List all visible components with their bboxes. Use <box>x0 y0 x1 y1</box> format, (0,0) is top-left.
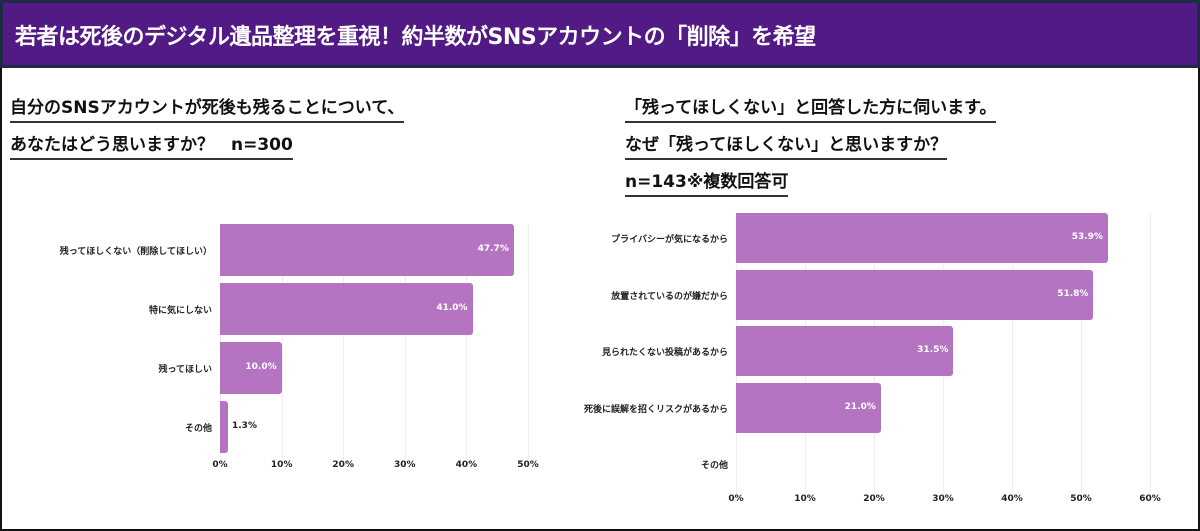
category-label: 見られたくない投稿があるから <box>601 348 728 358</box>
x-tick-label: 60% <box>1139 494 1161 504</box>
bar <box>736 213 1108 263</box>
bar <box>736 382 881 433</box>
grid-line <box>281 224 283 460</box>
page-title: 若者は死後のデジタル遺品整理を重視！約半数がSNSアカウントの「削除」を希望 <box>0 0 1200 68</box>
bar <box>220 224 514 276</box>
x-tick-label: 20% <box>332 460 354 470</box>
x-tick-label: 40% <box>1001 494 1023 504</box>
value-label: 10.0% <box>245 362 277 372</box>
x-tick-label: 10% <box>794 494 816 504</box>
bar <box>736 326 954 376</box>
value-label: 53.9% <box>1071 232 1103 242</box>
grid-line <box>1081 213 1082 496</box>
x-tick-label: 50% <box>517 460 539 470</box>
x-tick-label: 30% <box>394 460 416 470</box>
category-label: 残ってほしい <box>158 365 212 375</box>
bar <box>220 283 473 335</box>
grid-line <box>343 224 345 460</box>
grid-line <box>528 224 529 460</box>
grid-line <box>1012 213 1013 496</box>
value-label: 47.7% <box>477 244 509 254</box>
x-tick-label: 10% <box>270 460 293 470</box>
category-label: その他 <box>184 424 212 434</box>
category-label: 残ってほしくない（削除してほしい） <box>59 247 212 257</box>
value-label: 31.5% <box>917 345 949 355</box>
category-label: 放置されているのが嫌だから <box>611 291 728 302</box>
question-line: あなたはどう思いますか？ n=300 <box>10 132 293 160</box>
grid-line <box>1150 213 1151 496</box>
x-tick-label: 0% <box>728 494 744 504</box>
value-label: 41.0% <box>436 303 468 313</box>
value-label: 21.0% <box>844 401 876 412</box>
category-label: 特に気にしない <box>148 306 212 316</box>
bar <box>736 269 1094 320</box>
bar <box>220 401 228 453</box>
category-label: その他 <box>700 461 728 471</box>
question-line: 自分のSNSアカウントが死後も残ることについて、 <box>10 95 405 123</box>
x-tick-label: 20% <box>863 494 885 504</box>
x-tick-label: 0% <box>212 460 228 470</box>
question-line: 「残ってほしくない」と回答した方に伺います。 <box>625 95 997 123</box>
chart-1-question: 自分のSNSアカウントが死後も残ることについて、 あなたはどう思いますか？ n=… <box>10 92 405 166</box>
x-tick-label: 50% <box>1070 494 1092 504</box>
question-line: n=143※複数回答可 <box>625 169 789 197</box>
value-label: 51.8% <box>1057 288 1089 299</box>
question-line: なぜ「残ってほしくない」と思いますか？ <box>625 132 948 160</box>
bar <box>220 342 282 394</box>
x-tick-label: 30% <box>932 494 954 504</box>
chart-2-question: 「残ってほしくない」と回答した方に伺います。 なぜ「残ってほしくない」と思います… <box>625 92 997 203</box>
x-tick-label: 40% <box>455 460 478 470</box>
grid-line <box>404 224 406 460</box>
category-label: 死後に誤解を招くリスクがあるから <box>583 404 728 415</box>
category-label: プライバシーが気になるから <box>611 235 728 245</box>
grid-line <box>466 224 468 460</box>
value-label: 1.3% <box>232 421 257 431</box>
